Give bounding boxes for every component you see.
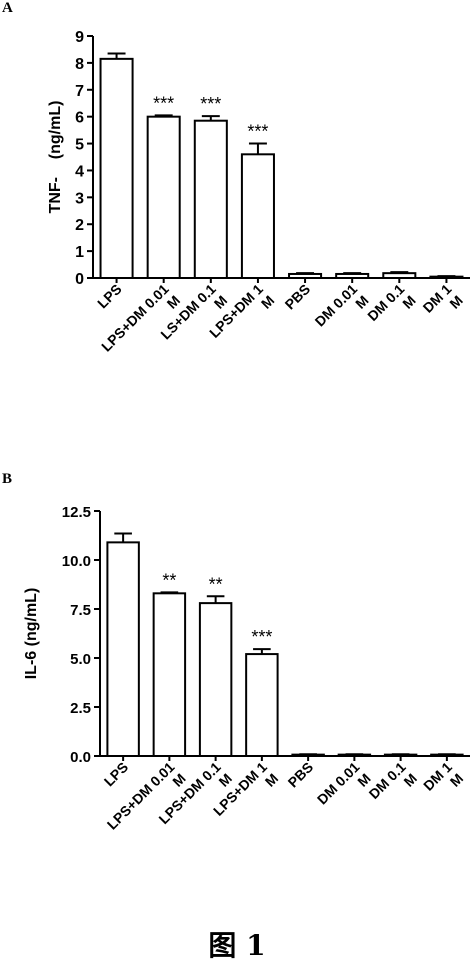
significance-label: *** xyxy=(200,94,221,114)
x-tick-label-line: PBS xyxy=(282,281,314,313)
bar xyxy=(152,592,187,757)
x-tick-label: DM 1M xyxy=(420,759,466,805)
significance-label: ** xyxy=(162,570,176,590)
bar xyxy=(288,272,323,280)
y-tick-label: 2.5 xyxy=(70,700,91,717)
y-tick-label: 7.5 xyxy=(70,602,91,619)
bar xyxy=(198,602,233,758)
y-tick-label: 9 xyxy=(75,29,84,46)
significance-label: ** xyxy=(209,574,223,594)
y-tick-label: 12.5 xyxy=(62,504,91,521)
y-tick-label: 6 xyxy=(75,110,84,127)
bar xyxy=(382,272,417,280)
panel-b-letter: B xyxy=(2,471,13,487)
x-tick-label: DM 0.01M xyxy=(314,759,374,819)
bar xyxy=(106,541,140,757)
x-tick-label: PBS xyxy=(285,759,317,791)
y-tick-label: 8 xyxy=(75,56,84,73)
x-tick-label: DM 0.1M xyxy=(366,759,421,814)
x-tick-label: DM 0.01M xyxy=(312,281,372,341)
x-tick-label: LPS xyxy=(94,281,125,312)
y-tick-label: 4 xyxy=(75,163,84,180)
y-axis-title: TNF- (ng/mL) xyxy=(47,101,64,214)
y-tick-label: 2 xyxy=(75,217,84,234)
y-tick-label: 5.0 xyxy=(70,651,91,668)
figure-caption: 图 1 xyxy=(208,929,266,962)
y-tick-label: 10.0 xyxy=(62,553,91,570)
y-tick-label: 0.0 xyxy=(70,749,91,766)
significance-label: *** xyxy=(251,627,272,647)
y-tick-label: 3 xyxy=(75,190,84,207)
significance-label: *** xyxy=(153,93,174,113)
bar xyxy=(99,57,134,279)
y-tick-label: 7 xyxy=(75,83,84,100)
significance-label: *** xyxy=(247,122,268,142)
x-tick-label-line: LPS xyxy=(94,281,125,312)
x-tick-label: LPS xyxy=(101,759,132,790)
x-tick-label-line: DM 0.01 xyxy=(314,759,363,808)
bar xyxy=(335,272,370,280)
x-tick-label-line: DM 0.01 xyxy=(312,281,361,330)
y-tick-label: 1 xyxy=(75,244,84,261)
x-tick-label: PBS xyxy=(282,281,314,313)
y-axis-title: IL-6 (ng/mL) xyxy=(23,588,40,680)
bar xyxy=(245,653,279,757)
panel-a-letter: A xyxy=(2,0,13,16)
bar xyxy=(146,115,181,279)
il6-bar-chart: 0.02.55.07.510.012.5IL-6 (ng/mL)LPS**LPS… xyxy=(23,504,470,833)
y-tick-label: 5 xyxy=(75,137,84,154)
bar xyxy=(193,119,228,279)
y-tick-label: 0 xyxy=(75,271,84,288)
x-tick-label: DM 1M xyxy=(420,281,466,327)
bar xyxy=(240,153,275,279)
x-tick-label-line: PBS xyxy=(285,759,317,791)
x-tick-label: DM 0.1M xyxy=(364,281,419,336)
x-tick-label-line: LPS xyxy=(101,759,132,790)
